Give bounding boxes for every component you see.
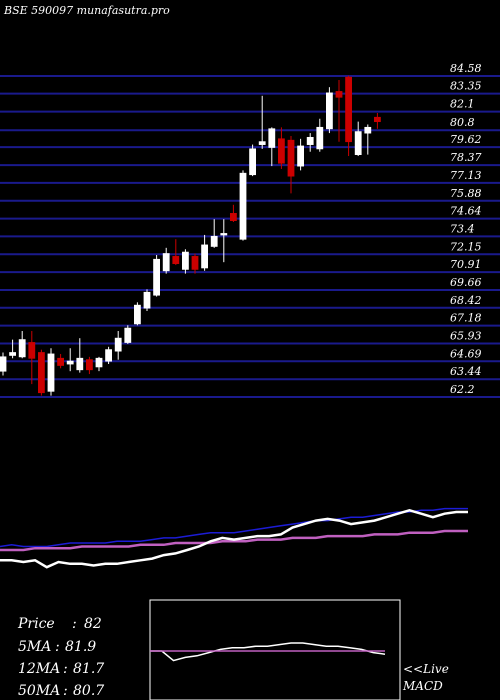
candle-body xyxy=(268,128,276,148)
candle-body xyxy=(162,253,170,272)
ma-line-pink xyxy=(0,529,468,552)
stat-12ma-sep: : xyxy=(63,661,68,677)
candle-body xyxy=(9,352,17,356)
price-axis: 84.58 83.35 82.1 80.8 79.62 78.37 77.13 75.88 74… xyxy=(450,62,482,396)
candle-body xyxy=(18,339,26,358)
y-tick-label: 83.35 xyxy=(450,80,482,93)
candle-body xyxy=(28,342,36,359)
y-tick-label: 78.37 xyxy=(450,151,482,164)
macd-live-label: <<Live xyxy=(403,662,449,676)
stat-12ma-value: 81.7 xyxy=(73,661,104,677)
candle-body xyxy=(345,76,353,143)
y-tick-label: 80.8 xyxy=(450,116,475,129)
stat-50ma-label: 50MA xyxy=(18,683,60,699)
candle-body xyxy=(373,116,381,123)
candle-body xyxy=(306,136,314,145)
candle-body xyxy=(0,356,7,372)
stat-12ma-label: 12MA xyxy=(18,661,60,677)
candle-body xyxy=(316,126,324,150)
candle-body xyxy=(95,357,103,368)
candle-body xyxy=(354,131,362,156)
candle-body xyxy=(124,327,132,343)
candle-body xyxy=(76,357,84,371)
candle-body xyxy=(47,353,55,392)
y-tick-label: 79.62 xyxy=(450,133,482,146)
moving-average-panel xyxy=(0,507,468,569)
stats-block: Price : 82 5MA : 81.9 12MA : 81.7 50MA :… xyxy=(17,616,104,699)
candle-body xyxy=(191,256,199,270)
macd-panel-frame xyxy=(149,599,401,700)
candle-body xyxy=(66,360,74,365)
candle-body xyxy=(249,148,257,176)
stat-5ma-sep: : xyxy=(55,639,60,655)
y-tick-label: 77.13 xyxy=(450,169,482,182)
candle-body xyxy=(172,256,180,265)
candle-body xyxy=(277,138,285,164)
stat-5ma-label: 5MA xyxy=(18,639,51,655)
macd-line xyxy=(150,642,386,662)
candle-body xyxy=(143,291,151,309)
candle-body xyxy=(181,251,189,270)
stat-50ma-sep: : xyxy=(63,683,68,699)
stat-5ma-value: 81.9 xyxy=(65,639,96,655)
y-tick-label: 72.15 xyxy=(450,240,482,253)
y-tick-label: 64.69 xyxy=(450,347,482,360)
price-grid xyxy=(0,75,500,398)
candle-body xyxy=(105,349,112,362)
candle-body xyxy=(297,145,305,167)
candle-body xyxy=(153,258,161,296)
y-tick-label: 68.42 xyxy=(450,294,482,307)
candle-body xyxy=(364,126,372,134)
y-tick-label: 82.1 xyxy=(450,98,475,111)
stat-price-value: 82 xyxy=(84,616,102,632)
candle-body xyxy=(57,357,64,366)
stat-price-label: Price xyxy=(17,616,55,632)
y-tick-label: 73.4 xyxy=(450,222,475,235)
y-tick-label: 63.44 xyxy=(450,365,482,378)
candle-body xyxy=(133,304,141,325)
ma-line-blue xyxy=(0,507,468,548)
candle-body xyxy=(114,337,122,352)
candle-body xyxy=(220,233,228,236)
macd-label: MACD xyxy=(402,679,443,693)
candle-body xyxy=(258,141,266,145)
candle-body xyxy=(325,92,333,130)
y-tick-label: 69.66 xyxy=(450,276,482,289)
y-tick-label: 84.58 xyxy=(450,62,482,75)
chart-title: BSE 590097 munafasutra.pro xyxy=(3,4,170,17)
candle-body xyxy=(38,352,45,394)
stat-price-sep: : xyxy=(72,616,77,632)
candle-body xyxy=(287,139,295,177)
candle-body xyxy=(86,359,93,371)
candle-body xyxy=(210,235,218,247)
macd-panel xyxy=(150,642,386,662)
y-tick-label: 74.64 xyxy=(450,205,482,218)
price-line-white xyxy=(0,508,468,569)
stat-50ma-value: 80.7 xyxy=(73,683,104,699)
y-tick-label: 75.88 xyxy=(450,187,482,200)
candle-body xyxy=(239,172,247,240)
y-tick-label: 65.93 xyxy=(450,330,482,343)
candle-body xyxy=(229,213,237,221)
candle-body xyxy=(201,244,209,269)
y-tick-label: 70.91 xyxy=(450,258,482,271)
candle-body xyxy=(335,91,343,98)
y-tick-label: 67.18 xyxy=(450,312,482,325)
y-tick-label: 62.2 xyxy=(450,383,475,396)
candlesticks xyxy=(0,75,381,396)
